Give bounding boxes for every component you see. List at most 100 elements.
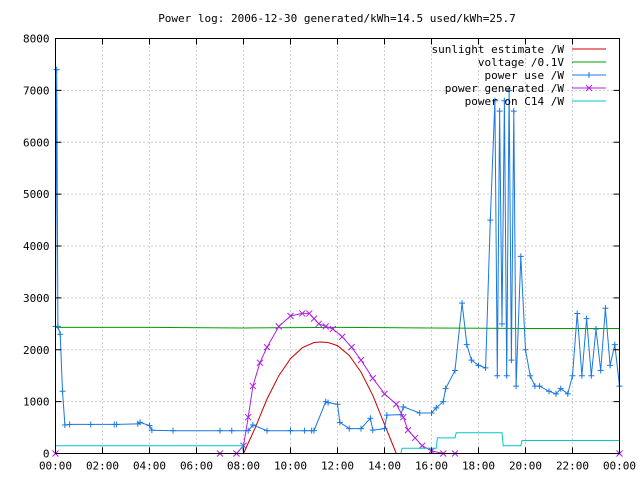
data-point <box>264 427 270 434</box>
data-point <box>487 217 494 224</box>
data-point <box>311 427 317 434</box>
y-tick-label: 4000 <box>23 240 50 253</box>
data-point <box>475 362 482 369</box>
data-point <box>287 312 294 320</box>
data-point <box>536 383 543 390</box>
x-tick-label: 00:00 <box>39 460 72 473</box>
data-point <box>146 422 153 429</box>
legend-label: voltage /0.1V <box>478 56 564 69</box>
series-line <box>55 326 620 329</box>
data-point <box>459 300 466 307</box>
legend-label: sunlight estimate /W <box>432 43 565 56</box>
y-tick-label: 7000 <box>23 84 50 97</box>
series-0 <box>243 341 397 454</box>
data-point <box>503 372 510 379</box>
data-point <box>59 388 66 395</box>
data-point <box>588 372 595 379</box>
data-point <box>392 400 400 408</box>
data-point <box>301 427 308 434</box>
data-point <box>334 401 341 408</box>
series-line <box>55 69 620 432</box>
data-point <box>358 425 364 432</box>
x-tick-label: 20:00 <box>509 460 542 473</box>
data-point <box>611 341 618 348</box>
series-2 <box>52 66 623 434</box>
y-tick-label: 6000 <box>23 136 50 149</box>
data-point <box>496 108 503 115</box>
series-line <box>243 341 397 454</box>
data-point <box>263 343 271 351</box>
x-tick-label: 22:00 <box>556 460 589 473</box>
data-point <box>527 372 534 379</box>
y-tick-label: 0 <box>43 448 50 461</box>
data-point <box>322 323 330 330</box>
data-point <box>597 367 604 374</box>
data-point <box>228 427 235 434</box>
data-point <box>416 410 423 417</box>
data-point <box>298 310 306 317</box>
data-point <box>170 427 176 434</box>
x-tick-label: 00:00 <box>603 460 636 473</box>
data-point <box>517 253 524 260</box>
y-tick-label: 5000 <box>23 188 50 201</box>
y-tick-label: 3000 <box>23 292 50 305</box>
x-tick-label: 08:00 <box>227 460 260 473</box>
data-point <box>381 425 388 432</box>
series-layer <box>52 66 623 457</box>
data-point <box>578 372 585 379</box>
data-point <box>513 383 520 390</box>
chart-title: Power log: 2006-12-30 generated/kWh=14.5… <box>158 12 516 25</box>
data-point <box>249 382 257 390</box>
data-point <box>338 333 346 341</box>
data-point <box>468 357 475 364</box>
data-point <box>244 413 252 421</box>
legend-label: power on C14 /W <box>465 95 565 108</box>
data-point <box>113 421 120 428</box>
data-point <box>329 325 337 333</box>
data-point <box>452 367 458 374</box>
data-point <box>574 310 581 317</box>
data-point <box>275 323 283 330</box>
data-point <box>508 357 515 364</box>
data-point <box>557 385 564 392</box>
data-point <box>381 390 388 398</box>
data-point <box>428 410 435 417</box>
data-point <box>564 390 571 397</box>
legend-marker <box>585 84 593 92</box>
ticks: 00:00 02:00 04:00 06:00 08:00 10:00 12:00 14:00… <box>23 33 636 473</box>
x-tick-label: 04:00 <box>133 460 166 473</box>
data-point <box>400 403 407 410</box>
data-point <box>411 434 419 442</box>
data-point <box>87 421 94 428</box>
data-point <box>53 66 60 73</box>
legend-label: power generated /W <box>445 82 565 95</box>
data-point <box>66 421 73 428</box>
data-point <box>607 362 614 369</box>
data-point <box>369 374 377 382</box>
series-1 <box>55 326 620 329</box>
data-point <box>315 320 323 328</box>
data-point <box>217 427 223 434</box>
data-point <box>348 343 355 351</box>
data-point <box>506 87 513 94</box>
x-tick-label: 06:00 <box>180 460 213 473</box>
data-point <box>369 427 376 434</box>
data-point <box>501 97 508 104</box>
data-point <box>399 413 407 421</box>
data-point <box>583 315 590 322</box>
legend-label: power use /W <box>485 69 565 82</box>
data-point <box>336 419 343 426</box>
data-point <box>61 421 68 428</box>
x-tick-label: 16:00 <box>415 460 448 473</box>
data-point <box>491 97 498 104</box>
data-point <box>593 326 599 332</box>
data-point <box>482 364 489 371</box>
x-tick-label: 02:00 <box>86 460 119 473</box>
data-point <box>325 399 332 406</box>
data-point <box>57 331 64 338</box>
y-tick-label: 2000 <box>23 344 50 357</box>
data-point <box>404 426 412 434</box>
data-point <box>418 442 426 450</box>
